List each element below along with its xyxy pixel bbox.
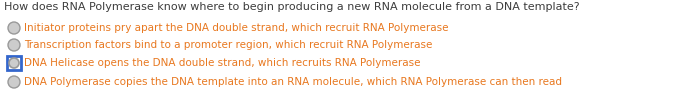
Circle shape <box>9 58 19 68</box>
Text: DNA Polymerase copies the DNA template into an RNA molecule, which RNA Polymeras: DNA Polymerase copies the DNA template i… <box>24 76 562 86</box>
Circle shape <box>8 23 20 35</box>
Text: How does RNA Polymerase know where to begin producing a new RNA molecule from a : How does RNA Polymerase know where to be… <box>4 2 580 12</box>
Circle shape <box>8 76 20 88</box>
Text: Transcription factors bind to a promoter region, which recruit RNA Polymerase: Transcription factors bind to a promoter… <box>24 40 432 50</box>
Circle shape <box>8 40 20 52</box>
FancyBboxPatch shape <box>7 56 21 70</box>
Text: DNA Helicase opens the DNA double strand, which recruits RNA Polymerase: DNA Helicase opens the DNA double strand… <box>24 57 420 67</box>
Text: Initiator proteins pry apart the DNA double strand, which recruit RNA Polymerase: Initiator proteins pry apart the DNA dou… <box>24 23 449 33</box>
